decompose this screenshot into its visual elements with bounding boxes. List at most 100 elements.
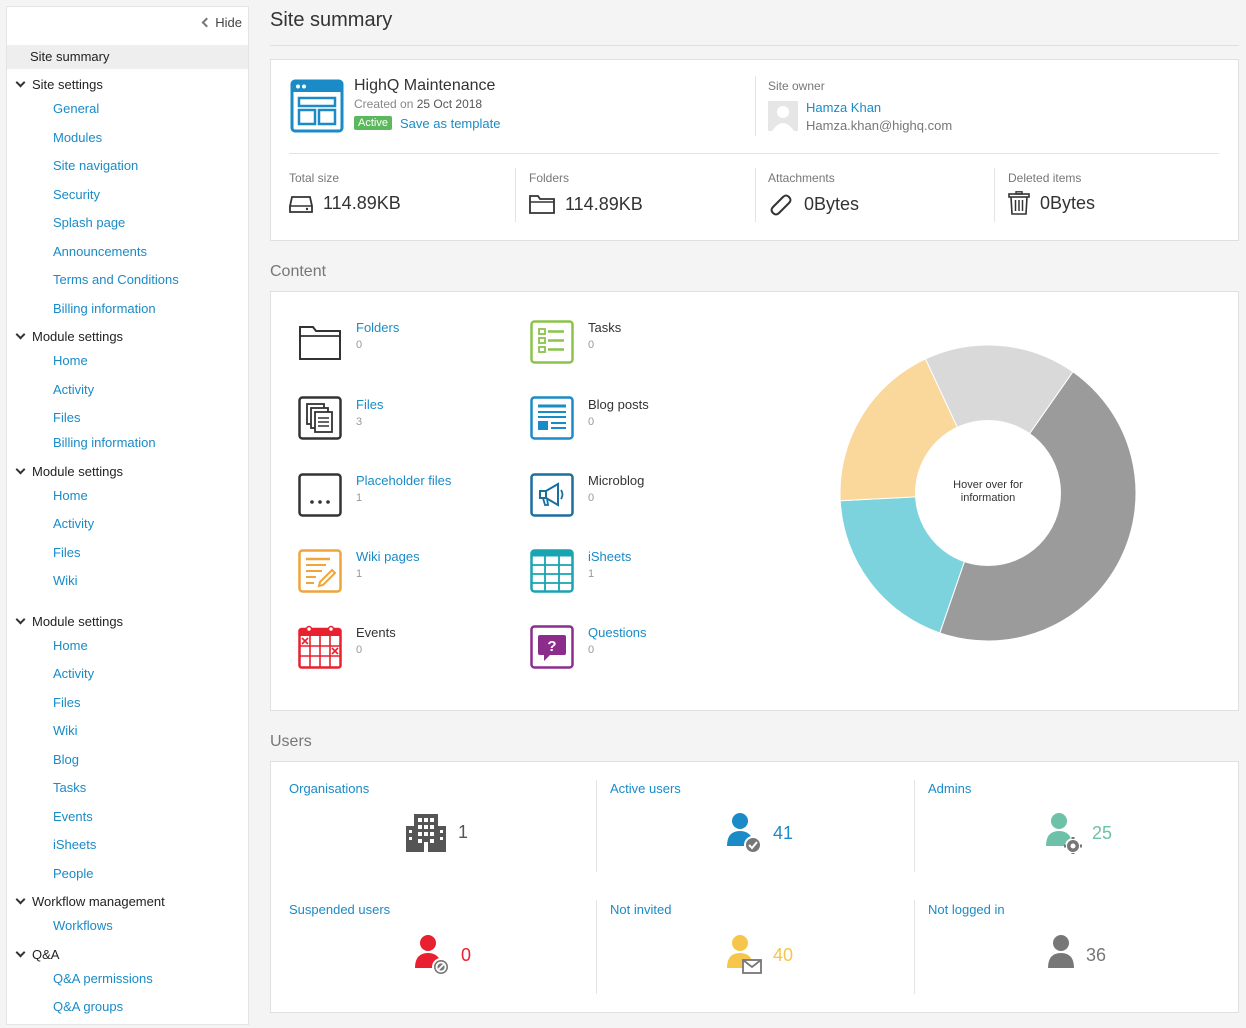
- sidebar-item-files[interactable]: Files: [53, 545, 81, 560]
- sidebar-item-people[interactable]: People: [53, 866, 94, 881]
- sidebar-item-billing[interactable]: Billing information: [53, 301, 156, 316]
- content-wiki-link[interactable]: Wiki pages: [356, 549, 420, 564]
- sidebar-item-modules[interactable]: Modules: [53, 130, 103, 145]
- save-as-template-link[interactable]: Save as template: [400, 116, 501, 131]
- content-microblog-label: Microblog: [588, 473, 645, 488]
- wiki-icon: [298, 549, 342, 593]
- sidebar-section-label: Site settings: [32, 77, 103, 92]
- site-icon: [290, 79, 344, 133]
- content-events-label: Events: [356, 625, 396, 640]
- stat-folders: 114.89KB: [529, 193, 643, 215]
- sidebar-item-files[interactable]: Files: [53, 410, 81, 425]
- content-count: 0: [588, 339, 595, 351]
- sidebar-section-module-settings[interactable]: Module settings: [15, 329, 124, 344]
- stat-label: Total size: [289, 171, 340, 185]
- divider: [596, 780, 597, 872]
- owner-name-link[interactable]: Hamza Khan: [806, 100, 882, 115]
- placeholder-icon: [298, 473, 342, 517]
- users-heading: Users: [270, 733, 312, 750]
- sidebar-item-general[interactable]: General: [53, 101, 100, 116]
- suspended-users-link[interactable]: Suspended users: [289, 902, 391, 917]
- sidebar-item-tasks[interactable]: Tasks: [53, 780, 87, 795]
- organisations-stat: 1: [404, 812, 468, 852]
- content-placeholder-link[interactable]: Placeholder files: [356, 473, 452, 488]
- active-users-link[interactable]: Active users: [610, 781, 681, 796]
- sidebar-item-events[interactable]: Events: [53, 809, 93, 824]
- sidebar-item-activity[interactable]: Activity: [53, 666, 95, 681]
- sidebar-section-workflow[interactable]: Workflow management: [15, 894, 165, 909]
- not-logged-in-link[interactable]: Not logged in: [928, 902, 1005, 917]
- sidebar-section-site-settings[interactable]: Site settings: [15, 77, 103, 92]
- chevron-left-icon: [201, 17, 212, 28]
- stat-attachments: 0Bytes: [768, 192, 859, 216]
- not-invited-link[interactable]: Not invited: [610, 902, 672, 917]
- divider: [596, 900, 597, 994]
- stat-label: Deleted items: [1008, 171, 1082, 185]
- hide-sidebar-button[interactable]: Hide: [201, 15, 242, 30]
- sidebar-section-label: Module settings: [32, 329, 124, 344]
- sidebar-item-wiki[interactable]: Wiki: [53, 723, 78, 738]
- divider: [994, 168, 995, 222]
- calendar-icon: [298, 625, 342, 669]
- sidebar-item-wiki[interactable]: Wiki: [53, 573, 78, 588]
- page-title: Site summary: [270, 9, 393, 31]
- content-isheets-link[interactable]: iSheets: [588, 549, 632, 564]
- avatar: [768, 101, 798, 131]
- content-count: 3: [356, 416, 363, 428]
- content-count: 0: [356, 339, 363, 351]
- content-folders-link[interactable]: Folders: [356, 320, 400, 335]
- content-count: 0: [588, 416, 595, 428]
- sidebar-section-module-settings[interactable]: Module settings: [15, 464, 123, 479]
- users-card: Organisations 1 Active users 41 Admins 2…: [270, 761, 1239, 1013]
- sidebar-item-blog[interactable]: Blog: [53, 752, 80, 767]
- content-questions-link[interactable]: Questions: [588, 625, 647, 640]
- isheets-icon: [530, 549, 574, 593]
- folder-icon: [299, 326, 341, 360]
- content-files-link[interactable]: Files: [356, 397, 384, 412]
- sidebar-section-module-settings[interactable]: Module settings: [15, 614, 124, 629]
- content-count: 1: [356, 492, 363, 504]
- admins-link[interactable]: Admins: [928, 781, 972, 796]
- sidebar-item-workflows[interactable]: Workflows: [53, 918, 113, 933]
- owner-email: Hamza.khan@highq.com: [806, 118, 953, 133]
- chevron-down-icon: [15, 464, 26, 475]
- content-heading: Content: [270, 263, 327, 280]
- stat-total-size: 114.89KB: [289, 192, 401, 214]
- sidebar-item-qa-permissions[interactable]: Q&A permissions: [53, 971, 153, 986]
- content-card: Folders 0 Tasks 0 Files 3 Blog posts 0 P…: [270, 291, 1239, 711]
- sidebar-item-splash-page[interactable]: Splash page: [53, 215, 126, 230]
- divider: [914, 900, 915, 994]
- content-count: 0: [356, 644, 363, 656]
- sidebar-item-home[interactable]: Home: [53, 353, 88, 368]
- sidebar-item-security[interactable]: Security: [53, 187, 100, 202]
- sidebar-item-announcements[interactable]: Announcements: [53, 244, 147, 259]
- sidebar-section-label: Q&A: [32, 947, 60, 962]
- sidebar-item-billing[interactable]: Billing information: [53, 435, 156, 450]
- suspended-users-stat: 0: [415, 934, 471, 976]
- suspended-user-icon: [415, 935, 450, 976]
- organisations-link[interactable]: Organisations: [289, 781, 370, 796]
- sidebar-item-files[interactable]: Files: [53, 695, 81, 710]
- sidebar-section-label: Workflow management: [32, 894, 165, 909]
- admins-stat: 25: [1046, 812, 1112, 854]
- sidebar-item-home[interactable]: Home: [53, 638, 88, 653]
- sidebar-section-label: Module settings: [32, 614, 124, 629]
- sidebar-item-isheets[interactable]: iSheets: [53, 837, 97, 852]
- stat-label: Folders: [529, 171, 570, 185]
- sidebar-item-home[interactable]: Home: [53, 488, 88, 503]
- chevron-down-icon: [15, 614, 26, 625]
- stat-deleted-items: 0Bytes: [1008, 191, 1095, 215]
- divider: [755, 76, 756, 136]
- sidebar-section-qa[interactable]: Q&A: [15, 947, 60, 962]
- sidebar-item-site-navigation[interactable]: Site navigation: [53, 158, 139, 173]
- blog-icon: [530, 396, 574, 440]
- sidebar-item-qa-groups[interactable]: Q&A groups: [53, 999, 124, 1014]
- sidebar-item-activity[interactable]: Activity: [53, 516, 95, 531]
- sidebar-item-activity[interactable]: Activity: [53, 382, 95, 397]
- sidebar-item-site-summary[interactable]: Site summary: [7, 45, 248, 69]
- admin-user-icon: [1046, 813, 1082, 854]
- donut-slice[interactable]: [924, 344, 1074, 494]
- sidebar-item-terms[interactable]: Terms and Conditions: [53, 272, 179, 287]
- content-donut-chart[interactable]: Hover over for information: [837, 342, 1139, 644]
- not-invited-stat: 40: [727, 934, 793, 976]
